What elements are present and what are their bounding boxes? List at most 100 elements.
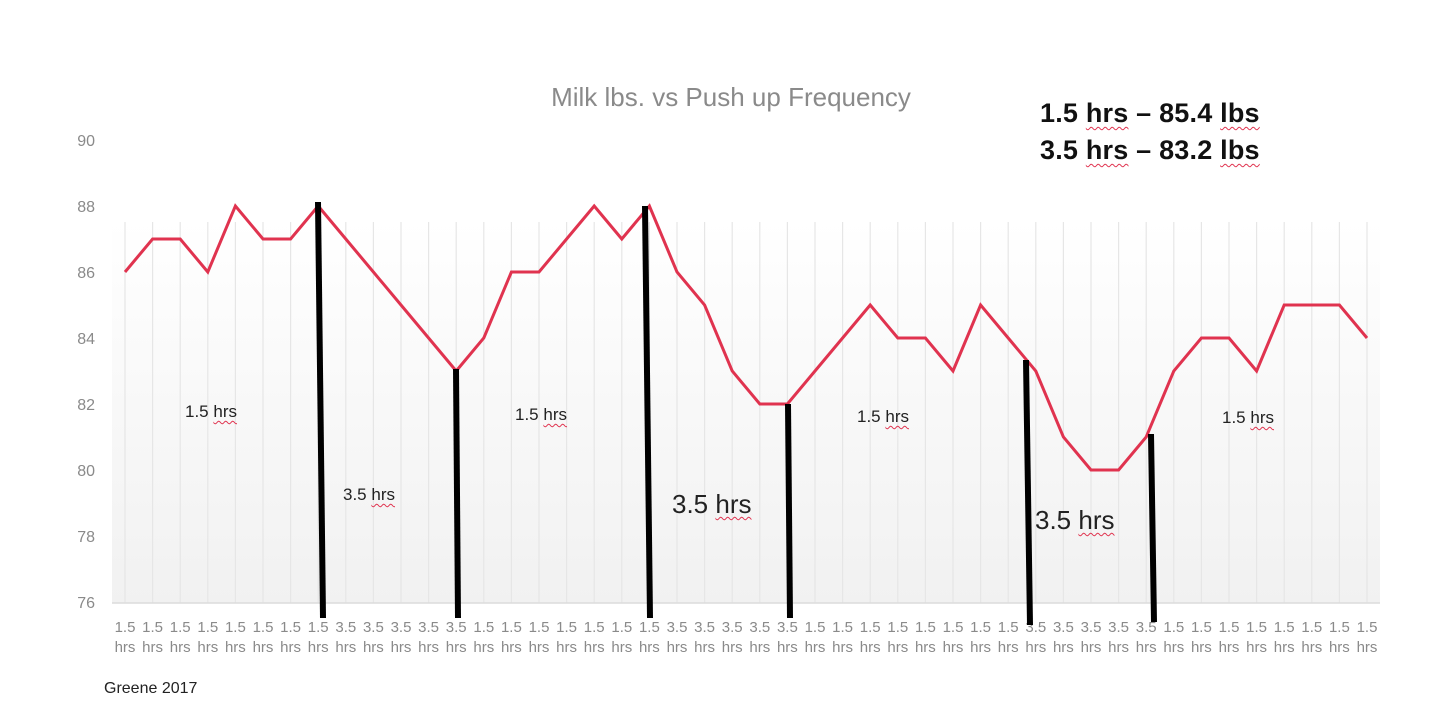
x-tick-label: 3.5 [1108, 619, 1129, 636]
x-tick-label-unit: hrs [142, 639, 163, 656]
y-axis-ticks: 76 78 80 82 84 86 88 90 [77, 133, 95, 612]
x-tick-label: 1.5 [887, 619, 908, 636]
summary-text: – 83.2 [1128, 135, 1221, 165]
x-tick-label-unit: hrs [1274, 639, 1295, 656]
x-tick-label: 3.5 [335, 619, 356, 636]
x-tick-label: 1.5 [639, 619, 660, 636]
x-tick-label-unit: hrs [280, 639, 301, 656]
segment-label: 1.5 hrs [857, 407, 909, 426]
x-tick-label-unit: hrs [418, 639, 439, 656]
x-tick-label: 1.5 [1219, 619, 1240, 636]
x-tick-label: 1.5 [860, 619, 881, 636]
x-tick-label: 1.5 [115, 619, 136, 636]
x-tick-label-unit: hrs [998, 639, 1019, 656]
x-tick-label-unit: hrs [832, 639, 853, 656]
x-tick-label: 3.5 [1081, 619, 1102, 636]
divider-lines [315, 201, 1157, 626]
x-tick-label: 3.5 [694, 619, 715, 636]
x-tick-label-unit: hrs [1357, 639, 1378, 656]
x-tick-label: 1.5 [529, 619, 550, 636]
x-tick-label: 1.5 [142, 619, 163, 636]
x-tick-label-unit: hrs [391, 639, 412, 656]
divider-line [1023, 359, 1033, 626]
x-tick-label: 1.5 [970, 619, 991, 636]
x-tick-label: 1.5 [1301, 619, 1322, 636]
x-tick-label-unit: hrs [115, 639, 136, 656]
x-tick-label-unit: hrs [860, 639, 881, 656]
y-tick-label: 82 [77, 397, 95, 414]
divider-line [785, 403, 793, 619]
x-tick-label-unit: hrs [584, 639, 605, 656]
summary-text: lbs [1220, 135, 1260, 165]
x-tick-label: 1.5 [998, 619, 1019, 636]
x-tick-label-unit: hrs [1329, 639, 1350, 656]
x-tick-label-unit: hrs [887, 639, 908, 656]
x-tick-label-unit: hrs [943, 639, 964, 656]
x-tick-label: 1.5 [584, 619, 605, 636]
summary-text: lbs [1220, 98, 1260, 128]
x-tick-label-unit: hrs [308, 639, 329, 656]
divider-line [453, 368, 461, 619]
x-tick-label-unit: hrs [1053, 639, 1074, 656]
x-tick-label: 1.5 [225, 619, 246, 636]
x-tick-label: 3.5 [363, 619, 384, 636]
x-tick-label-unit: hrs [639, 639, 660, 656]
x-tick-label: 1.5 [915, 619, 936, 636]
y-tick-label: 84 [77, 331, 95, 348]
segment-label: 3.5 hrs [672, 489, 752, 519]
x-tick-label-unit: hrs [1246, 639, 1267, 656]
y-tick-label: 78 [77, 529, 95, 546]
segment-label: 1.5 hrs [1222, 408, 1274, 427]
x-tick-label-unit: hrs [805, 639, 826, 656]
x-tick-label: 3.5 [722, 619, 743, 636]
x-tick-label: 1.5 [1246, 619, 1267, 636]
x-tick-label-unit: hrs [611, 639, 632, 656]
x-tick-label-unit: hrs [1191, 639, 1212, 656]
x-tick-label-unit: hrs [1219, 639, 1240, 656]
x-tick-label: 1.5 [943, 619, 964, 636]
x-tick-label-unit: hrs [1301, 639, 1322, 656]
x-tick-label: 3.5 [391, 619, 412, 636]
x-axis-ticks: 1.5 hrs 1.5 hrs 1.5 hrs 1.5 hrs 1.5 hrs 1.5 hrs 1.5 h… [115, 619, 1378, 656]
x-tick-label: 1.5 [170, 619, 191, 636]
x-tick-label-unit: hrs [1025, 639, 1046, 656]
x-tick-label: 3.5 [1136, 619, 1157, 636]
divider-line [315, 201, 326, 619]
summary-text: hrs [1085, 98, 1129, 128]
y-tick-label: 80 [77, 463, 95, 480]
summary-text: 1.5 [1040, 98, 1086, 128]
x-tick-label: 3.5 [749, 619, 770, 636]
x-tick-label-unit: hrs [446, 639, 467, 656]
x-tick-label-unit: hrs [363, 639, 384, 656]
source-credit: Greene 2017 [104, 680, 198, 697]
x-tick-label-unit: hrs [170, 639, 191, 656]
x-tick-label-unit: hrs [1108, 639, 1129, 656]
x-tick-label: 1.5 [1163, 619, 1184, 636]
x-tick-label-unit: hrs [1163, 639, 1184, 656]
x-tick-label: 3.5 [777, 619, 798, 636]
x-tick-label: 3.5 [1053, 619, 1074, 636]
divider-line [642, 205, 653, 619]
x-tick-label-unit: hrs [556, 639, 577, 656]
x-tick-label: 1.5 [501, 619, 522, 636]
x-tick-label-unit: hrs [1136, 639, 1157, 656]
x-tick-label: 1.5 [1329, 619, 1350, 636]
x-tick-label-unit: hrs [529, 639, 550, 656]
x-tick-label: 1.5 [473, 619, 494, 636]
x-tick-label-unit: hrs [722, 639, 743, 656]
segment-label: 3.5 hrs [343, 485, 395, 504]
x-tick-label: 3.5 [418, 619, 439, 636]
summary-text: – 85.4 [1128, 98, 1221, 128]
y-tick-label: 76 [77, 595, 95, 612]
x-tick-label: 1.5 [611, 619, 632, 636]
milk-series-line [123, 203, 1369, 472]
x-tick-label-unit: hrs [225, 639, 246, 656]
x-tick-label: 1.5 [280, 619, 301, 636]
x-tick-label-unit: hrs [915, 639, 936, 656]
x-tick-label: 1.5 [556, 619, 577, 636]
plot-area [112, 220, 1380, 603]
x-tick-label: 1.5 [1274, 619, 1295, 636]
x-tick-label: 3.5 [667, 619, 688, 636]
y-tick-label: 86 [77, 265, 95, 282]
